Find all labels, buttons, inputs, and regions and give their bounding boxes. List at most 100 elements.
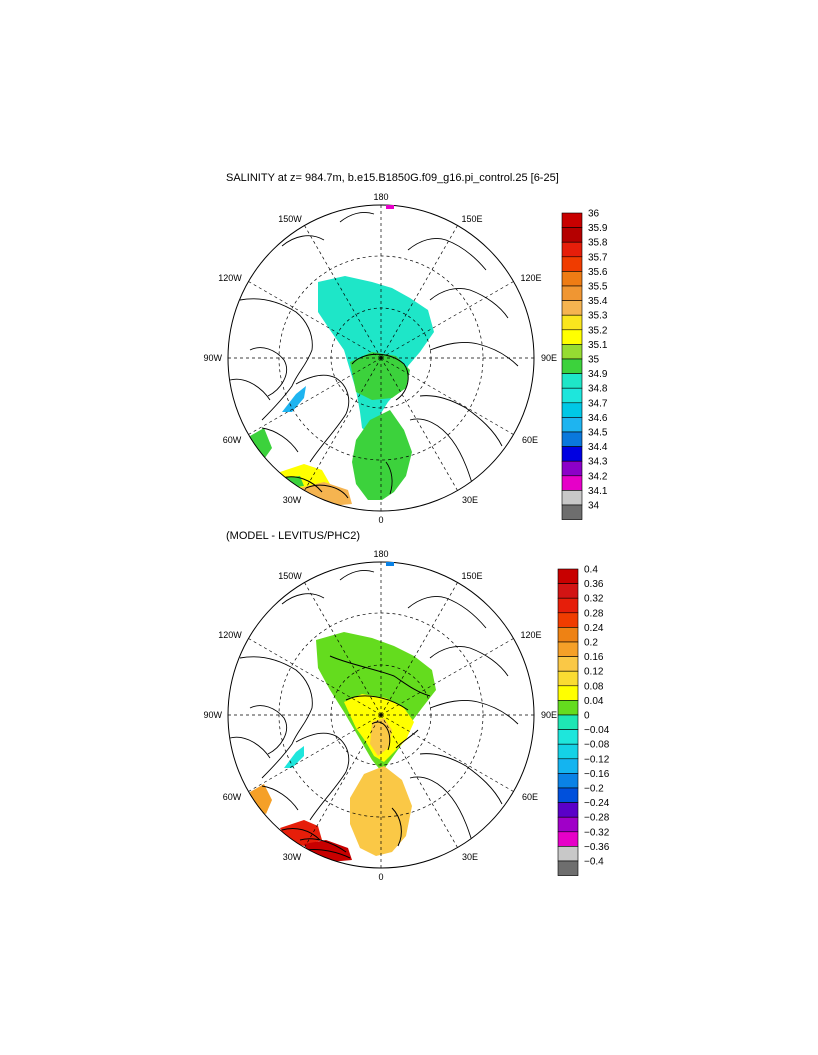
map1-coastlines xyxy=(229,211,519,497)
map1-border xyxy=(227,204,535,512)
map1-label-120w: 120W xyxy=(218,273,242,283)
map1-colorbar-label: 35.5 xyxy=(588,282,608,293)
map1-polar-plot: 180 0 90W 90E 150W 120W 150E 120E 60W 30… xyxy=(203,192,557,525)
map2-colorbar-swatch xyxy=(557,700,579,716)
map2-colorbar-swatch xyxy=(557,612,579,628)
map1-label-150e: 150E xyxy=(461,214,482,224)
map1-colorbar-swatch xyxy=(561,285,583,301)
map1-colorbar-swatch xyxy=(561,490,583,506)
map1-colorbar-swatch xyxy=(561,460,583,477)
map2-colorbar-label: −0.4 xyxy=(584,857,604,868)
map2-colorbar-label: −0.28 xyxy=(584,813,610,824)
map2-colorbar-swatch xyxy=(557,846,579,862)
map2-colorbar-label: −0.2 xyxy=(584,784,604,795)
map2-colorbar-label: 0.16 xyxy=(584,652,604,663)
map2-colorbar-label: 0.32 xyxy=(584,594,604,605)
map2-title: (MODEL - LEVITUS/PHC2) xyxy=(226,530,361,542)
map2-colorbar-label: 0.36 xyxy=(584,579,604,590)
map2-colorbar-label: −0.32 xyxy=(584,827,610,838)
map2-colorbar-label: −0.16 xyxy=(584,769,610,780)
map1-colorbar-label: 35.8 xyxy=(588,238,608,249)
map2-colorbar-swatch xyxy=(557,816,579,833)
map1-label-30w: 30W xyxy=(283,495,302,505)
map2-polar-plot: 180 0 90W 90E 150W 120W 150E 120E 60W 30… xyxy=(203,549,557,882)
map1-colorbar-swatch xyxy=(561,212,583,228)
map2-colorbar-swatch xyxy=(557,568,579,584)
map2-contours xyxy=(281,655,431,859)
map2-colorbar-swatch xyxy=(557,627,579,643)
map1-label-30e: 30E xyxy=(462,495,478,505)
map2-colorbar-swatch xyxy=(557,729,579,745)
map2-colorbar-label: 0.08 xyxy=(584,681,604,692)
map1-colorbar-swatch xyxy=(561,241,583,258)
map2-label-120e: 120E xyxy=(520,630,541,640)
map2-label-120w: 120W xyxy=(218,630,242,640)
map2-colorbar-label: −0.04 xyxy=(584,725,610,736)
map2-label-60w: 60W xyxy=(223,792,242,802)
map1-colorbar-label: 35.6 xyxy=(588,267,608,278)
map1-colorbar-swatch xyxy=(561,256,583,272)
map1-label-60w: 60W xyxy=(223,435,242,445)
map2-colorbar: 0.4 0.36 0.32 0.28 0.24 0.2 0.16 0.12 0.08 0.04 0 −… xyxy=(557,565,610,876)
map2-colorbar-label: 0.4 xyxy=(584,565,598,576)
map2-colorbar-swatch xyxy=(557,860,579,876)
map1-colorbar-label: 34.6 xyxy=(588,413,608,424)
map1-colorbar-swatch xyxy=(561,329,583,345)
map1-colorbar-swatch xyxy=(561,387,583,404)
map1-colorbar-swatch xyxy=(561,504,583,520)
map2-colorbar-label: −0.24 xyxy=(584,798,610,809)
map1-colorbar-label: 34.2 xyxy=(588,471,608,482)
map2-colorbar-swatch xyxy=(557,656,579,672)
map1-colorbar-label: 35.9 xyxy=(588,223,608,234)
map2-label-180: 180 xyxy=(373,549,388,559)
map1-colorbar-label: 34.5 xyxy=(588,428,608,439)
map2-label-30w: 30W xyxy=(283,852,302,862)
map2-colorbar-swatch xyxy=(557,787,579,803)
map1-colorbar-swatch xyxy=(561,402,583,418)
map1-colorbar-label: 35 xyxy=(588,355,600,366)
map1-colorbar-label: 35.7 xyxy=(588,252,608,263)
map1-colorbar-label: 35.4 xyxy=(588,296,608,307)
map1-label-0: 0 xyxy=(378,515,383,525)
map1-colorbar-swatch xyxy=(561,373,583,389)
map1-magenta-spot xyxy=(386,205,394,209)
map1-label-120e: 120E xyxy=(520,273,541,283)
map1-label-90e: 90E xyxy=(541,353,557,363)
map1-colorbar-swatch xyxy=(561,314,583,331)
map2-field xyxy=(228,562,534,868)
map2-label-150e: 150E xyxy=(461,571,482,581)
map2-colorbar-swatch xyxy=(557,802,579,818)
map2-colorbar-swatch xyxy=(557,685,579,701)
map2-colorbar-swatch xyxy=(557,670,579,687)
map1-colorbar-label: 35.3 xyxy=(588,311,608,322)
map1-label-90w: 90W xyxy=(203,353,222,363)
map1-colorbar-label: 34.4 xyxy=(588,442,608,453)
map1-colorbar-swatch xyxy=(561,475,583,491)
map1-colorbar: 36 35.9 35.8 35.7 35.6 35.5 35.4 35.3 35.2 35.1 35… xyxy=(561,209,608,520)
map2-colorbar-swatch xyxy=(557,714,579,730)
map1-colorbar-swatch xyxy=(561,227,583,243)
map2-colorbar-swatch xyxy=(557,597,579,614)
map2-colorbar-label: 0.12 xyxy=(584,667,604,678)
map2-colorbar-label: 0.2 xyxy=(584,638,598,649)
map2-label-60e: 60E xyxy=(522,792,538,802)
map1-colorbar-swatch xyxy=(561,431,583,447)
map2-colorbar-label: 0.24 xyxy=(584,623,604,634)
map1-colorbar-swatch xyxy=(561,271,583,287)
map2-gridlines xyxy=(228,562,534,868)
map1-colorbar-label: 34.1 xyxy=(588,486,608,497)
map2-label-90w: 90W xyxy=(203,710,222,720)
map2-colorbar-label: −0.08 xyxy=(584,740,610,751)
map2-coastlines xyxy=(229,569,519,855)
map2-blue-spot xyxy=(386,562,394,566)
map2-label-90e: 90E xyxy=(541,710,557,720)
map2-border xyxy=(227,561,535,869)
map2-colorbar-label: 0 xyxy=(584,711,590,722)
map1-field xyxy=(228,205,534,511)
map2-colorbar-label: −0.36 xyxy=(584,842,610,853)
map2-colorbar-label: 0.04 xyxy=(584,696,604,707)
map2-label-0: 0 xyxy=(378,872,383,882)
map1-colorbar-label: 35.2 xyxy=(588,325,608,336)
map1-colorbar-swatch xyxy=(561,300,583,316)
